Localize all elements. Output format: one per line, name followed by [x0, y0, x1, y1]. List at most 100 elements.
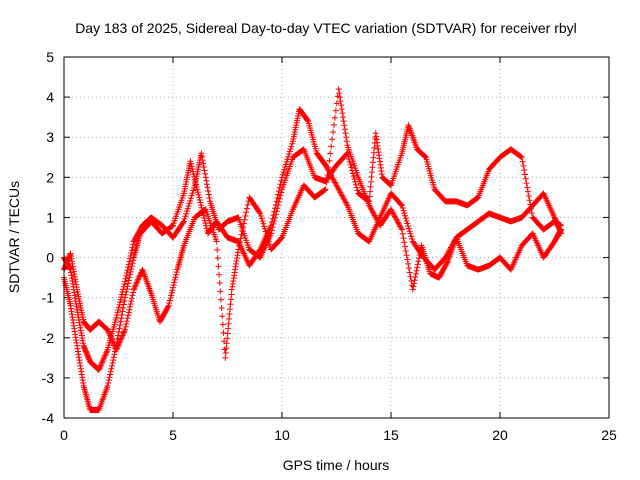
data-point [271, 217, 278, 224]
data-point [113, 312, 120, 319]
data-point [127, 303, 134, 310]
data-point [135, 276, 142, 283]
data-point [123, 318, 130, 325]
data-point [260, 220, 267, 227]
data-point [243, 209, 250, 216]
data-point [170, 284, 176, 291]
data-point [129, 292, 136, 299]
data-point [124, 267, 131, 274]
data-point [416, 251, 423, 258]
data-point [136, 272, 143, 279]
data-point [186, 200, 193, 207]
data-point [272, 211, 279, 218]
data-point [304, 117, 311, 124]
data-point [240, 220, 247, 227]
grid-lines [64, 57, 609, 418]
data-point [350, 173, 357, 180]
data-point [525, 192, 532, 199]
data-point [127, 255, 134, 262]
data-point [95, 366, 102, 373]
data-point [289, 140, 296, 147]
data-point [115, 306, 122, 313]
data-point [118, 294, 125, 301]
data-point [198, 153, 205, 160]
data-point [416, 255, 423, 262]
data-point [338, 102, 345, 109]
data-point [406, 228, 413, 235]
data-point [202, 174, 209, 181]
data-point [97, 362, 104, 369]
y-tick-label: -2 [42, 330, 55, 346]
data-point [113, 346, 120, 353]
data-point [128, 266, 135, 273]
data-point [273, 208, 280, 215]
data-point [124, 283, 131, 290]
data-point [256, 209, 263, 216]
data-point [128, 298, 135, 305]
data-point [238, 231, 245, 238]
data-point [242, 213, 249, 220]
data-point [327, 150, 334, 157]
data-point [258, 215, 265, 222]
data-point [415, 258, 422, 265]
data-point [115, 342, 122, 349]
data-point [216, 271, 223, 278]
data-point [411, 280, 418, 287]
y-tick-label: 3 [46, 129, 54, 145]
data-point [123, 321, 130, 328]
data-point [262, 228, 269, 235]
data-point [132, 282, 139, 289]
y-tick-label: 2 [46, 169, 54, 185]
data-point [321, 186, 328, 193]
plot-frame [63, 56, 610, 419]
data-point [399, 230, 406, 237]
data-point [401, 210, 408, 217]
data-point [403, 252, 410, 259]
data-point [184, 205, 191, 212]
y-axis-label: SDTVAR / TECUs [6, 181, 22, 293]
data-point [333, 100, 340, 107]
data-point [189, 166, 196, 173]
data-point [414, 264, 421, 271]
data-point [399, 204, 406, 211]
data-point [558, 226, 565, 233]
data-point [131, 285, 138, 292]
data-point [342, 130, 349, 137]
data-point [236, 242, 243, 249]
data-point [264, 236, 271, 243]
series-B [61, 122, 565, 373]
data-point [103, 349, 110, 356]
data-point [275, 202, 282, 209]
data-point [259, 218, 266, 225]
data-point [133, 280, 140, 287]
data-point [400, 235, 407, 242]
data-point [126, 274, 133, 281]
data-point [119, 288, 126, 295]
data-point [114, 343, 121, 350]
data-point [190, 187, 197, 194]
data-point [125, 312, 132, 319]
data-point [280, 169, 287, 176]
data-point [323, 179, 330, 186]
data-point [126, 306, 133, 313]
data-point [117, 296, 124, 303]
data-point [528, 205, 535, 212]
data-point [261, 223, 268, 230]
data-point [124, 315, 131, 322]
data-point [102, 352, 109, 359]
data-point [104, 326, 111, 333]
data-point [329, 136, 336, 143]
data-point [120, 331, 127, 338]
data-point [240, 224, 247, 231]
data-point [122, 278, 129, 285]
data-point [196, 196, 203, 203]
data-point [167, 294, 174, 301]
data-point [105, 377, 112, 384]
data-point [286, 148, 293, 155]
data-point [189, 190, 196, 197]
data-point [398, 202, 405, 209]
data-point [410, 283, 417, 290]
data-point [127, 300, 134, 307]
data-point [132, 283, 139, 290]
data-point [99, 358, 106, 365]
